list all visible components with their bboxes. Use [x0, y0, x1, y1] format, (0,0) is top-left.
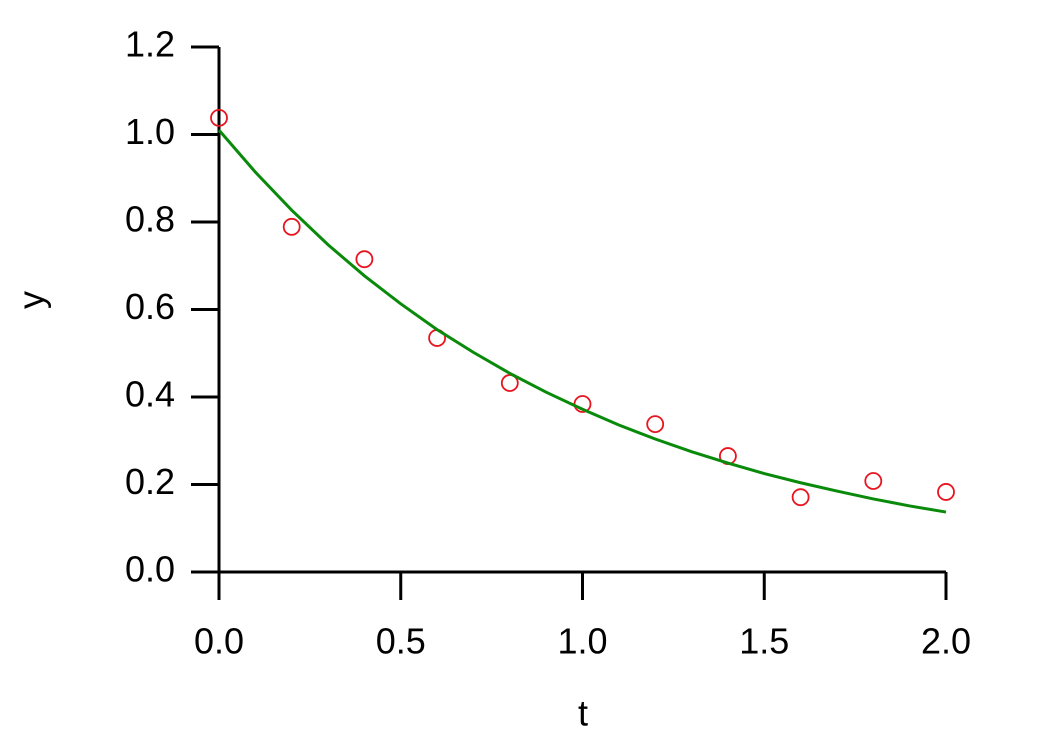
x-axis-label: t: [578, 693, 588, 734]
x-tick-label: 0.5: [376, 621, 426, 662]
y-tick-label: 0.2: [125, 461, 175, 502]
data-point: [210, 108, 228, 127]
y-tick-label: 0.4: [125, 374, 175, 415]
data-point: [282, 217, 301, 236]
fit-line: [217, 129, 947, 514]
x-tick-label: 1.0: [557, 621, 607, 662]
x-tick-label: 1.5: [739, 621, 789, 662]
x-tick-label: 0.0: [194, 621, 244, 662]
y-tick-label: 0.6: [125, 286, 175, 327]
y-axis-label: y: [11, 291, 52, 309]
y-tick-label: 0.8: [125, 199, 175, 240]
data-point: [646, 415, 665, 434]
x-tick-label: 2.0: [921, 621, 971, 662]
y-tick-label: 1.2: [125, 24, 175, 65]
data-point: [864, 472, 883, 490]
y-tick-label: 0.0: [125, 549, 175, 590]
data-point: [791, 488, 810, 507]
data-point: [355, 250, 374, 269]
data-point: [937, 483, 955, 501]
y-tick-label: 1.0: [125, 111, 175, 152]
